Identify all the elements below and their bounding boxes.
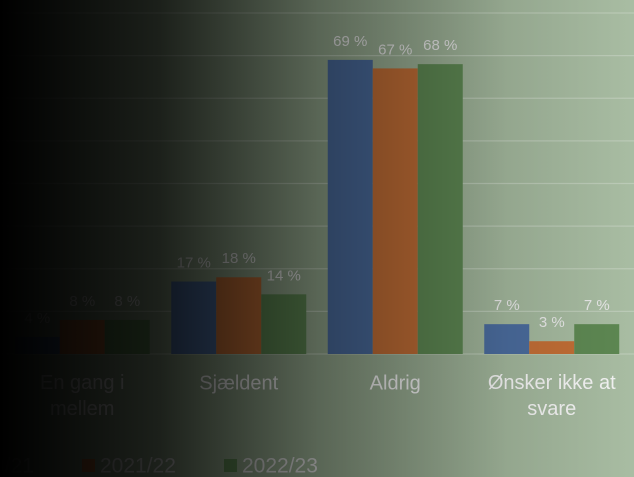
- value-label: 7 %: [494, 297, 520, 314]
- bar: [171, 281, 217, 354]
- bar: [59, 319, 105, 354]
- legend-label: 2022/23: [242, 455, 318, 477]
- value-label: 68 %: [423, 37, 457, 54]
- bar: [216, 277, 262, 354]
- value-label: 67 %: [378, 41, 412, 58]
- value-label: 14 %: [267, 267, 301, 284]
- value-label: 17 %: [177, 255, 211, 272]
- value-label: 8 %: [69, 293, 95, 310]
- value-label: 18 %: [222, 250, 256, 267]
- value-label: 4 %: [24, 310, 50, 327]
- x-tick-label: Aldrig: [370, 372, 421, 394]
- bar: [104, 319, 150, 354]
- legend-label: 2020/21: [0, 455, 34, 477]
- value-label: 69 %: [333, 33, 367, 50]
- value-label: 7 %: [584, 297, 610, 314]
- legend-swatch: [224, 459, 237, 472]
- bar: [261, 294, 307, 354]
- bar: [327, 59, 373, 354]
- bar: [529, 341, 575, 354]
- bar: [14, 336, 60, 354]
- bar: [417, 64, 463, 355]
- x-tick-label: Sjældent: [199, 372, 278, 394]
- bar: [574, 324, 620, 354]
- legend-swatch: [82, 459, 95, 472]
- value-label: 8 %: [114, 293, 140, 310]
- bar: [372, 68, 418, 354]
- bar: [484, 324, 530, 354]
- legend-label: 2021/22: [100, 455, 176, 477]
- value-label: 3 %: [539, 314, 565, 331]
